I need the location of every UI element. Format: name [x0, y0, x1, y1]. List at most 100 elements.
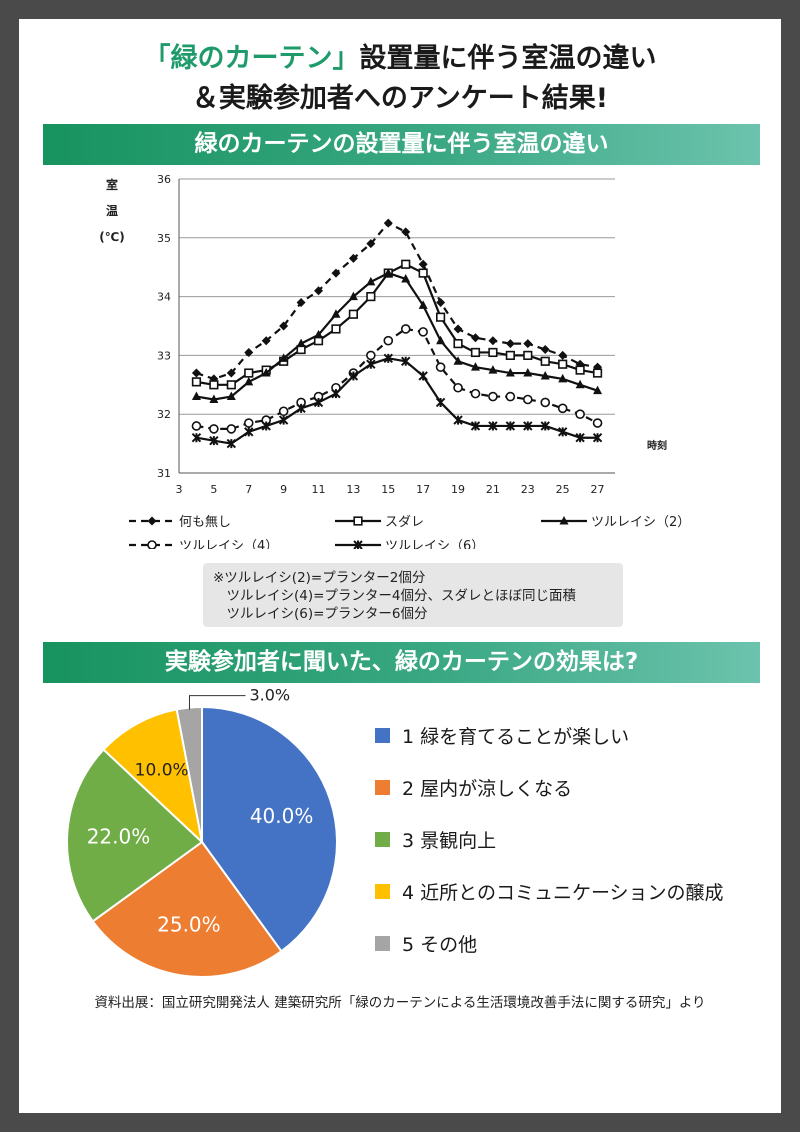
data-point [191, 368, 201, 378]
x-tick-label: 9 [280, 483, 287, 496]
data-point [279, 321, 289, 331]
y-axis-label: 室 [106, 177, 118, 192]
pie-legend-item: 2 屋内が涼しくなる [375, 761, 724, 813]
data-point [366, 350, 376, 361]
legend-item: スダレ [335, 515, 424, 530]
data-point [488, 391, 498, 402]
legend-item: ツルレイシ（6） [335, 539, 484, 549]
section1-heading: 緑のカーテンの設置量に伴う室温の違い [43, 124, 760, 165]
legend-swatch [375, 935, 390, 951]
legend-label: ツルレイシ（2） [591, 515, 690, 530]
data-point [209, 380, 219, 390]
data-point [348, 253, 358, 263]
pie-legend-label: 5 その他 [402, 933, 478, 956]
data-point [366, 359, 376, 369]
data-point [331, 268, 341, 278]
data-point [348, 291, 358, 301]
data-point [418, 300, 428, 309]
data-point [470, 362, 480, 371]
data-point [209, 435, 219, 446]
source-note: 資料出展：国立研究開発法人 建築研究所「緑のカーテンによる生活環境改善手法に関す… [94, 995, 706, 1011]
data-point [488, 336, 498, 346]
note-line: ツルレイシ(6)=プランター6個分 [213, 606, 428, 622]
data-point [453, 339, 463, 349]
data-point [436, 297, 446, 307]
data-point [244, 376, 254, 386]
data-point [296, 338, 306, 348]
x-tick-label: 3 [176, 483, 183, 496]
data-point [348, 309, 359, 319]
data-point [383, 268, 393, 277]
series-line [196, 263, 598, 386]
data-point [261, 336, 271, 346]
legend-item: ツルレイシ（4） [129, 539, 278, 549]
note-box: ※ツルレイシ(2)=プランター2個分 ツルレイシ(4)=プランター4個分、スダレ… [203, 563, 623, 627]
x-tick-label: 7 [245, 483, 252, 496]
data-point [453, 415, 463, 425]
legend-swatch [375, 779, 390, 795]
data-point [575, 365, 585, 375]
data-point [401, 259, 411, 269]
data-point [558, 373, 568, 383]
data-point [278, 406, 289, 417]
x-tick-label: 21 [486, 483, 500, 496]
data-point [575, 433, 585, 443]
data-point [470, 421, 481, 431]
data-point [401, 356, 411, 366]
data-point [331, 324, 341, 334]
data-point [540, 421, 550, 431]
data-point [401, 227, 411, 237]
page-sheet: 「緑のカーテン」設置量に伴う室温の違い ＆実験参加者へのアンケート結果! 緑のカ… [19, 19, 781, 1113]
x-tick-label: 5 [210, 483, 217, 496]
data-point [522, 394, 533, 405]
x-axis-label: 時刻 [647, 439, 667, 452]
data-point [470, 347, 481, 358]
y-axis-label: (℃) [99, 230, 125, 244]
y-tick-label: 36 [157, 173, 171, 186]
data-point [592, 418, 603, 428]
x-tick-label: 17 [416, 483, 430, 496]
data-point [505, 391, 516, 402]
data-point [401, 273, 411, 283]
x-tick-label: 19 [451, 483, 465, 496]
data-point [331, 309, 341, 318]
data-point [505, 350, 515, 361]
data-point [453, 356, 463, 365]
pie-data-label: 22.0% [87, 825, 151, 849]
data-point [505, 339, 515, 349]
x-tick-label: 15 [381, 483, 395, 496]
note-line: ツルレイシ(4)=プランター4個分、スダレとほぼ同じ面積 [213, 588, 577, 604]
data-point [296, 403, 306, 414]
legend-item: 何も無し [129, 514, 231, 530]
legend-swatch [375, 883, 390, 899]
data-point [366, 291, 376, 302]
x-tick-label: 13 [346, 483, 360, 496]
pie-data-label: 3.0% [249, 686, 290, 705]
legend-label: 何も無し [179, 514, 231, 530]
data-point [593, 385, 603, 395]
legend-marker [147, 516, 157, 526]
data-point [505, 421, 516, 431]
data-point [435, 312, 446, 322]
data-point [226, 391, 236, 401]
data-point [435, 362, 446, 372]
legend-swatch [375, 727, 390, 743]
pie-legend-label: 2 屋内が涼しくなる [402, 777, 573, 800]
series-line [196, 357, 598, 445]
pie-legend-item: 1 緑を育てることが楽しい [375, 709, 724, 761]
data-point [523, 339, 533, 349]
data-point [488, 421, 498, 431]
data-point [558, 350, 568, 360]
pie-legend-item: 4 近所とのコミュニケーションの醸成 [375, 865, 724, 917]
y-tick-label: 35 [157, 232, 171, 245]
data-point [314, 329, 324, 339]
data-point [226, 438, 237, 449]
data-point [575, 379, 585, 389]
data-point [488, 347, 498, 358]
data-point [279, 353, 289, 362]
y-tick-label: 31 [157, 467, 171, 480]
pie-slice [175, 705, 203, 843]
pie-legend-item: 3 景観向上 [375, 813, 724, 865]
y-tick-label: 32 [157, 408, 171, 421]
